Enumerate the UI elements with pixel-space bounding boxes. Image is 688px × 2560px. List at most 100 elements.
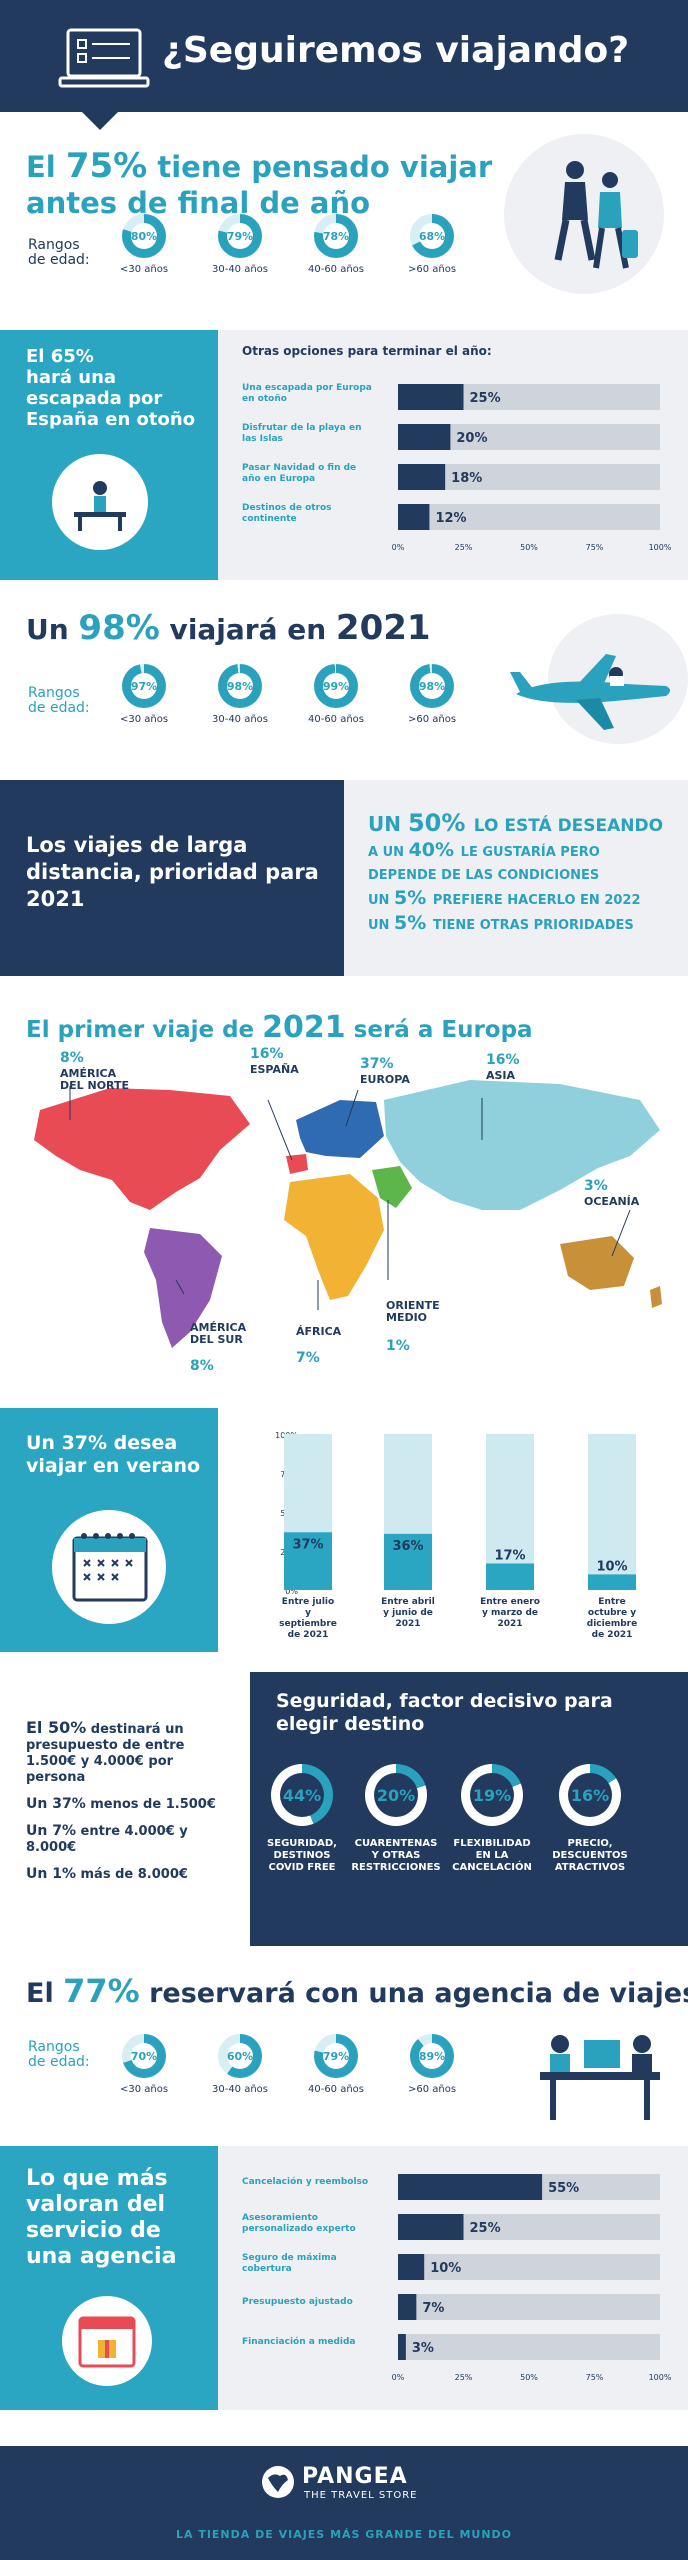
ring-range-label: <30 años (119, 2084, 169, 2095)
age-ring: 89% (410, 2034, 454, 2078)
ring-value: 98% (227, 673, 253, 699)
region-pct: 8% (60, 1050, 84, 1066)
north-america-shape (34, 1088, 250, 1210)
age-ring: 80% (122, 214, 166, 258)
age-label-2: de edad: (28, 700, 90, 716)
long-distance-text: Los viajes de larga distancia, prioridad… (26, 832, 319, 913)
region-name-line: DEL NORTE (60, 1079, 130, 1092)
bar-value-label: 17% (494, 1548, 525, 1563)
ring-value: 68% (419, 223, 445, 249)
region-pct: 8% (190, 1358, 214, 1370)
bar-track (398, 2254, 660, 2280)
bar-category-label: en otoño (242, 394, 287, 404)
bar-value-label: 18% (451, 471, 482, 486)
region-pct: 7% (296, 1350, 320, 1366)
bar-category-label: Asesoramiento (242, 2213, 318, 2223)
ring-value: 97% (131, 673, 157, 699)
bar-value-label: 3% (412, 2341, 434, 2356)
stat-text: DEPENDE DE LAS CONDICIONES (368, 868, 600, 883)
bar-value-label: 7% (422, 2301, 444, 2316)
ring-caption-line: COVID FREE (268, 1862, 336, 1873)
options-chart-panel (218, 330, 688, 580)
region-labels: 8% AMÉRICA DEL NORTE 16% ESPAÑA 37% EUROPA 16% A… (0, 990, 688, 1370)
bar (398, 424, 451, 450)
section3-title: Un 98% viajará en 2021 (26, 608, 431, 648)
ring-value: 44% (280, 1773, 324, 1817)
bar-category-label: octubre y (588, 1608, 636, 1618)
region-pct: 16% (250, 1046, 284, 1062)
ring-value: 79% (323, 2043, 349, 2069)
footer-tagline: LA TIENDA DE VIAJES MÁS GRANDE DEL MUNDO (175, 2528, 513, 2541)
ring-range-label: 30-40 años (211, 264, 269, 275)
x-tick-label: 0% (392, 543, 405, 552)
title-text: será a Europa (345, 1017, 533, 1043)
bar-category-label: año en Europa (242, 474, 315, 484)
age-ring: 70% (122, 2034, 166, 2078)
bar-track (588, 1434, 636, 1590)
x-tick-label: 50% (520, 2373, 538, 2382)
bar-category-label: Entre (598, 1597, 625, 1607)
ring-caption-line: DESCUENTOS (552, 1850, 628, 1861)
panel-line: hará una (26, 367, 117, 388)
ring-value: 79% (227, 223, 253, 249)
region-name-line: MEDIO (386, 1311, 428, 1324)
footer-brand: PANGEA (302, 2464, 408, 2489)
region-name-line: OCEANÍA (584, 1195, 640, 1208)
bar-value-label: 25% (470, 391, 501, 406)
world-map (34, 1080, 662, 1348)
agency-desk-icon (540, 2035, 660, 2120)
age-ring: 98% (218, 664, 262, 708)
budget-text: entre 4.000€ y 8.000€ (26, 1824, 188, 1855)
airplane-icon (510, 654, 670, 730)
budget-text: menos de 1.500€ (85, 1797, 216, 1812)
x-tick-label: 50% (520, 543, 538, 552)
section-travel-2021: Un 98% viajará en 2021 Rangos de edad: 9… (0, 596, 688, 766)
ring-caption-line: PRECIO, (567, 1838, 613, 1849)
region-pct: 3% (584, 1178, 608, 1194)
panel-line: distancia, prioridad para (26, 860, 319, 884)
security-ring: 20% (365, 1764, 427, 1826)
agency-values-chart: Cancelación y reembolso 55% Asesoramientop… (242, 2174, 672, 2382)
ring-caption: SEGURIDAD, DESTINOS COVID FREE (252, 1838, 352, 1874)
y-tick-label: 0% (285, 1587, 298, 1596)
section-budget-security: El 50% destinará un presupuesto de entre… (0, 1672, 688, 1954)
region-name: AMÉRICA DEL SUR (190, 1322, 246, 1346)
title-text: reservará con una agencia de viajes (139, 1978, 688, 2009)
age-ring: 79% (314, 2034, 358, 2078)
bar-category-label: Destinos de otros (242, 503, 332, 513)
security-title: Seguridad, factor decisivo para elegir d… (276, 1690, 613, 1736)
bar-value-label: 10% (430, 2261, 461, 2276)
panel-line: Un 37% desea (26, 1432, 178, 1454)
age-label: Rangos de edad: (28, 238, 90, 268)
stat-line: A UN 40% LE GUSTARÍA PERO (368, 839, 678, 864)
region-name: EUROPA (360, 1074, 410, 1086)
budget-text: El 50% destinará un presupuesto de entre… (26, 1720, 226, 1893)
x-tick-label: 25% (455, 2373, 473, 2382)
long-distance-stats-panel (344, 780, 688, 976)
section-agency-values: Lo que más valoran del servicio de una a… (0, 2146, 688, 2410)
section-other-options: El 65% hará una escapada por España en o… (0, 330, 688, 580)
bar (588, 1574, 636, 1590)
ring-range-label: <30 años (119, 714, 169, 725)
panel-line: Lo que más (26, 2166, 168, 2191)
bar-category-label: 2021 (395, 1619, 420, 1629)
ring-value: 16% (568, 1773, 612, 1817)
panel-line: valoran del (26, 2192, 166, 2217)
age-ring: 79% (218, 214, 262, 258)
bar-category-label: y (305, 1608, 311, 1618)
bar-category-label: personalizado experto (242, 2224, 356, 2234)
title-year: 2021 (335, 608, 431, 648)
security-rings: 44% SEGURIDAD, DESTINOS COVID FREE 20% CUAREN… (0, 1672, 688, 1954)
europe-shape (296, 1100, 384, 1158)
panel-line: servicio de (26, 2218, 161, 2243)
title-text: antes de final de año (26, 186, 371, 220)
title-year: 2021 (262, 1010, 346, 1045)
bar-track (398, 2334, 660, 2360)
region-pct: 37% (360, 1056, 394, 1072)
ring-caption-line: Y OTRAS (371, 1850, 421, 1861)
bar (398, 504, 430, 530)
laptop-icon (58, 28, 150, 88)
ring-value: 78% (323, 223, 349, 249)
travelers-icon (554, 161, 638, 269)
ring-range-label: 40-60 años (307, 714, 365, 725)
